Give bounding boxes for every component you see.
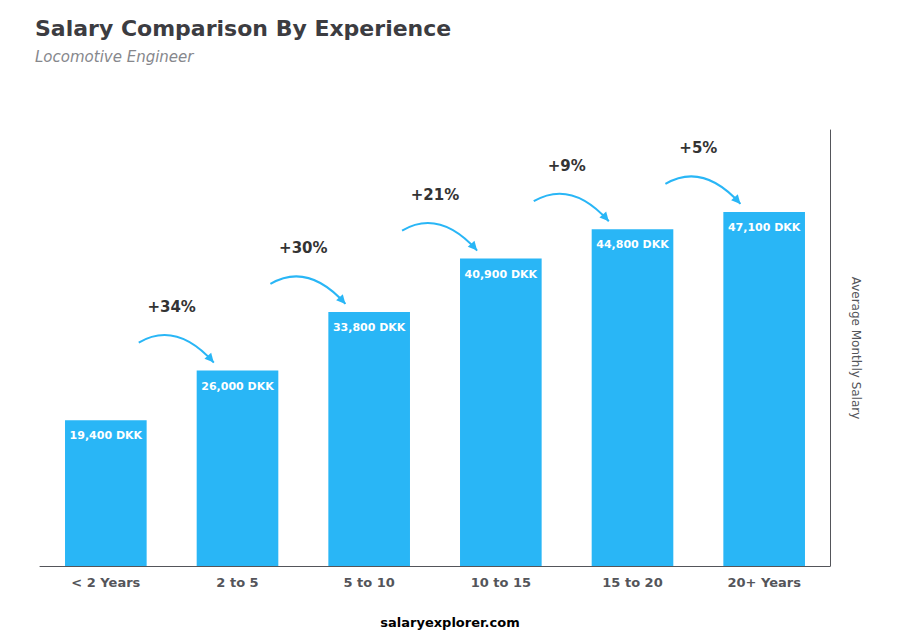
svg-text:explorer.com: explorer.com [425,615,520,630]
svg-text:+9%: +9% [548,157,586,175]
svg-text:Salary Comparison By Experienc: Salary Comparison By Experience [35,16,451,41]
svg-text:< 2 Years: < 2 Years [71,575,140,590]
svg-text:19,400 DKK: 19,400 DKK [70,429,143,442]
svg-text:40,900 DKK: 40,900 DKK [465,268,538,281]
svg-text:10 to 15: 10 to 15 [471,575,531,590]
svg-text:+5%: +5% [679,139,717,157]
svg-text:15 to 20: 15 to 20 [602,575,662,590]
svg-text:+21%: +21% [411,186,459,204]
svg-text:+30%: +30% [279,239,327,257]
svg-text:salary: salary [380,615,425,630]
svg-text:5 to 10: 5 to 10 [343,575,394,590]
svg-text:+34%: +34% [147,298,195,316]
svg-text:Locomotive Engineer: Locomotive Engineer [35,48,194,66]
svg-text:44,800 DKK: 44,800 DKK [596,238,669,251]
svg-text:2 to 5: 2 to 5 [216,575,258,590]
svg-text:47,100 DKK: 47,100 DKK [728,221,801,234]
svg-text:20+ Years: 20+ Years [727,575,801,590]
svg-text:33,800 DKK: 33,800 DKK [333,321,406,334]
svg-text:Average Monthly Salary: Average Monthly Salary [849,277,863,420]
svg-text:26,000 DKK: 26,000 DKK [201,380,274,393]
